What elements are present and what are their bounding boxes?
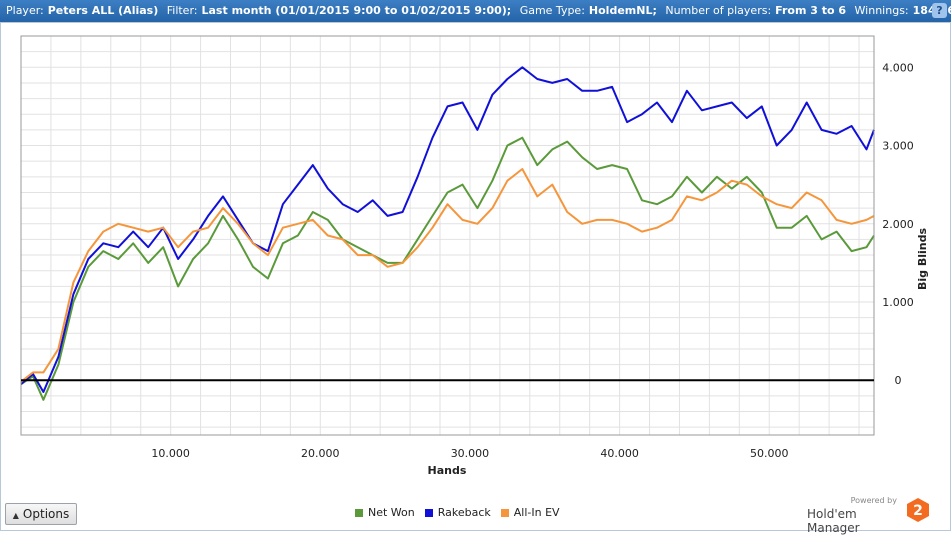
filter-label: Filter: — [166, 4, 198, 17]
legend-item[interactable]: All-In EV — [500, 506, 560, 519]
legend-label: All-In EV — [513, 506, 560, 519]
y-tick-label: 1.000 — [882, 296, 914, 309]
legend-label: Net Won — [368, 506, 415, 519]
y-tick-label: 3.000 — [882, 140, 914, 153]
y-tick-label: 2.000 — [882, 218, 914, 231]
powered-by-text: Powered by — [850, 496, 897, 505]
help-button[interactable]: ? — [932, 3, 947, 18]
options-label: Options — [22, 507, 70, 521]
players-label: Number of players: — [665, 4, 772, 17]
report-header-bar: Player: Peters ALL (Alias) Filter: Last mo… — [0, 0, 951, 22]
y-tick-label: 4.000 — [882, 61, 914, 74]
brand-logo: Powered by Hold'em Manager 2 — [807, 496, 937, 535]
x-tick-label: 50.000 — [750, 447, 789, 460]
y-tick-label: 0 — [895, 374, 902, 387]
legend-swatch — [424, 508, 433, 517]
hem-logo-icon: 2 — [907, 498, 929, 522]
x-tick-label: 10.000 — [151, 447, 190, 460]
x-axis-label: Hands — [428, 464, 467, 477]
options-button[interactable]: ▲ Options — [5, 503, 77, 525]
player-label: Player: — [6, 4, 44, 17]
legend-label: Rakeback — [437, 506, 491, 519]
winnings-label: Winnings: — [854, 4, 909, 17]
legend-item[interactable]: Rakeback — [424, 506, 491, 519]
player-value: Peters ALL (Alias) — [47, 4, 159, 17]
x-tick-label: 40.000 — [600, 447, 639, 460]
x-tick-label: 20.000 — [301, 447, 340, 460]
series-layer — [20, 66, 875, 401]
triangle-up-icon: ▲ — [12, 511, 19, 520]
players-value: From 3 to 6 — [775, 4, 847, 17]
game-type-label: Game Type: — [519, 4, 585, 17]
winnings-chart: 10.000 20.000 30.000 40.000 50.000 0 1.000 2.00… — [20, 35, 929, 477]
legend-swatch — [500, 508, 509, 517]
plot-border — [20, 35, 875, 436]
axes: 10.000 20.000 30.000 40.000 50.000 0 1.000 2.00… — [20, 35, 914, 460]
legend-item[interactable]: Net Won — [355, 506, 415, 519]
chart-legend: Net Won Rakeback All-In EV — [355, 506, 570, 522]
grid — [20, 35, 874, 435]
game-type-value: HoldemNL; — [588, 4, 657, 17]
brand-logo-text: 2 — [913, 503, 923, 519]
y-axis-label: Big Blinds — [916, 228, 929, 290]
series-line-rakeback — [20, 66, 875, 393]
legend-swatch — [355, 508, 363, 517]
series-line-all-in-ev — [20, 168, 875, 383]
series-line-net-won — [20, 136, 875, 401]
x-tick-label: 30.000 — [451, 447, 490, 460]
filter-value: Last month (01/01/2015 9:00 to 01/02/201… — [201, 4, 512, 17]
